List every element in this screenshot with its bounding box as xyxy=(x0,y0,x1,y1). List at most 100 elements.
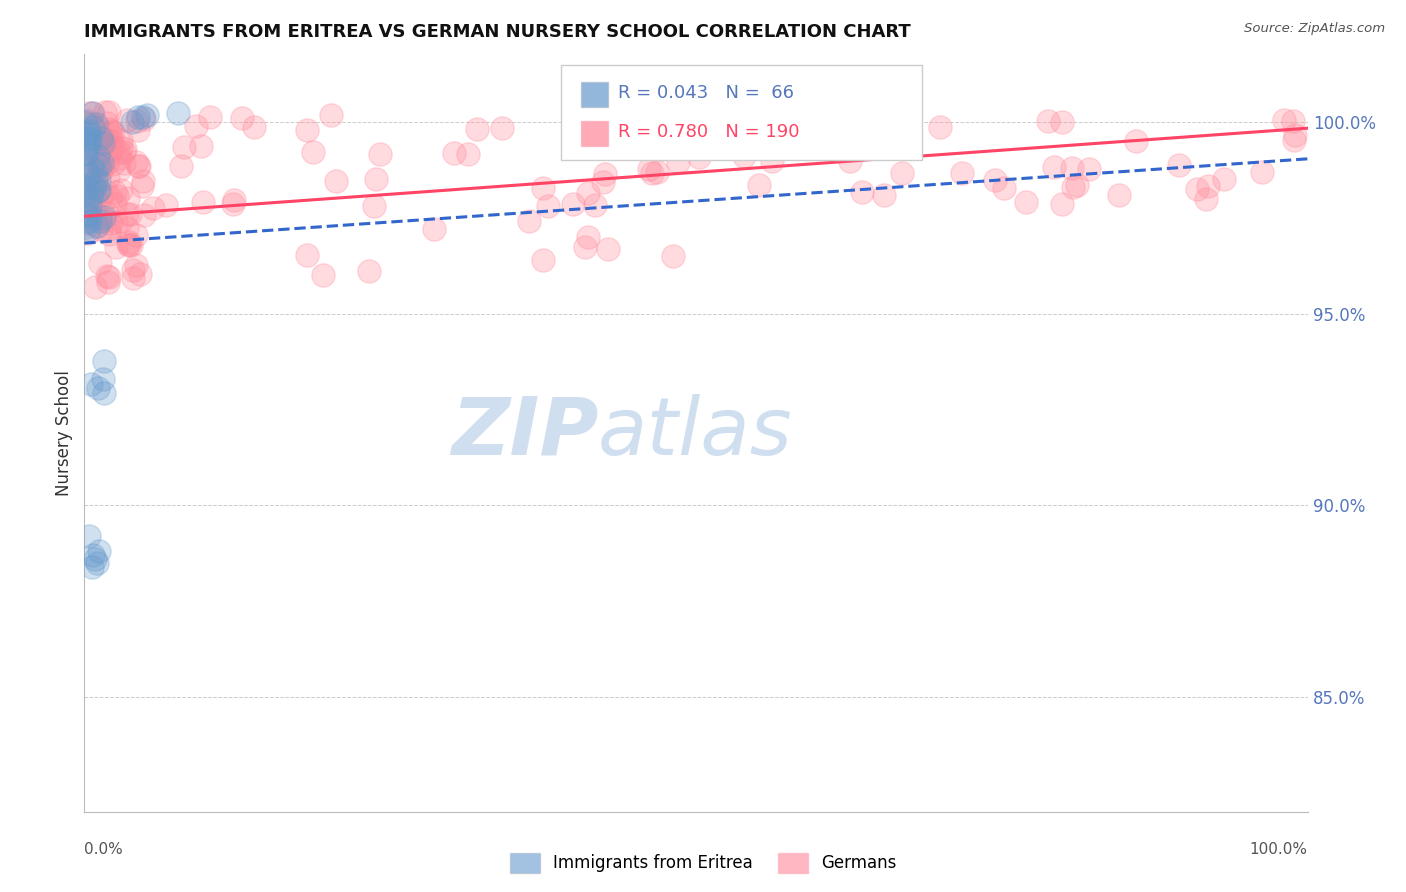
Text: ZIP: ZIP xyxy=(451,393,598,472)
Point xyxy=(125,258,148,272)
Point xyxy=(79,115,101,129)
Point xyxy=(93,133,115,147)
Point xyxy=(77,126,100,140)
Point xyxy=(75,147,97,161)
Point xyxy=(89,159,111,173)
Point xyxy=(77,529,100,543)
Point xyxy=(86,219,108,234)
Point xyxy=(76,215,98,229)
Point xyxy=(170,159,193,173)
Point xyxy=(76,138,98,153)
Point xyxy=(84,173,107,187)
Point xyxy=(87,184,110,198)
Point xyxy=(89,211,111,225)
Point xyxy=(97,121,120,136)
Point xyxy=(108,162,131,177)
Point xyxy=(73,186,96,200)
Point xyxy=(105,215,128,229)
Point xyxy=(90,163,112,178)
Point xyxy=(1197,178,1219,193)
Point xyxy=(96,205,118,219)
Point xyxy=(79,199,101,213)
Point xyxy=(83,178,105,192)
Point xyxy=(91,136,114,150)
Point xyxy=(94,128,117,142)
Point xyxy=(84,117,107,131)
Bar xyxy=(581,121,607,146)
Point xyxy=(79,118,101,132)
Point xyxy=(467,122,489,136)
Point xyxy=(76,145,98,159)
Point xyxy=(1108,188,1130,202)
Point xyxy=(77,106,100,120)
Point xyxy=(87,544,110,558)
Point xyxy=(84,172,107,186)
Point xyxy=(75,162,97,177)
Point xyxy=(75,180,97,194)
Point xyxy=(576,230,599,244)
Point xyxy=(517,214,540,228)
Point xyxy=(132,208,155,222)
Point xyxy=(929,120,952,134)
Point xyxy=(638,162,661,177)
Point xyxy=(645,165,668,179)
Point xyxy=(707,120,730,134)
Point xyxy=(302,145,325,159)
Point xyxy=(950,166,973,180)
Point xyxy=(651,142,673,156)
Point xyxy=(423,222,446,236)
Point xyxy=(84,552,107,566)
Point xyxy=(77,172,100,186)
Point xyxy=(222,194,245,208)
Point xyxy=(98,190,121,204)
Point xyxy=(120,207,142,221)
Point xyxy=(312,268,335,283)
Point xyxy=(77,222,100,236)
Point xyxy=(222,197,245,211)
Point xyxy=(135,108,157,122)
Point xyxy=(100,216,122,230)
Point xyxy=(90,157,112,171)
Point xyxy=(91,371,114,385)
Point xyxy=(96,268,118,283)
Point xyxy=(83,164,105,178)
Point xyxy=(91,206,114,220)
Point xyxy=(184,120,207,134)
Point xyxy=(100,134,122,148)
Point xyxy=(1042,160,1064,174)
Point xyxy=(96,155,118,169)
Point xyxy=(77,167,100,181)
Point xyxy=(142,201,165,215)
Point xyxy=(87,153,110,168)
Point xyxy=(82,106,104,120)
Point xyxy=(105,189,128,203)
Point xyxy=(93,210,115,224)
Point xyxy=(100,123,122,137)
Text: R = 0.043   N =  66: R = 0.043 N = 66 xyxy=(617,84,793,102)
Point xyxy=(132,174,155,188)
Point xyxy=(127,110,149,124)
Point xyxy=(96,116,118,130)
Point xyxy=(851,185,873,199)
Point xyxy=(73,131,96,145)
Point xyxy=(127,114,149,128)
Point xyxy=(115,207,138,221)
Point xyxy=(173,140,195,154)
Point xyxy=(76,138,98,153)
Point xyxy=(688,150,710,164)
Point xyxy=(748,178,770,193)
Point xyxy=(1251,165,1274,179)
Point xyxy=(1125,134,1147,148)
Point xyxy=(198,111,221,125)
Point xyxy=(1050,115,1073,129)
Point xyxy=(93,212,115,227)
Point xyxy=(533,253,555,268)
Point xyxy=(76,209,98,223)
Point xyxy=(155,198,177,212)
Point xyxy=(1062,180,1084,194)
Point xyxy=(98,270,121,285)
Point xyxy=(97,222,120,236)
Point xyxy=(83,185,105,199)
Point xyxy=(561,197,583,211)
Point xyxy=(1050,197,1073,211)
